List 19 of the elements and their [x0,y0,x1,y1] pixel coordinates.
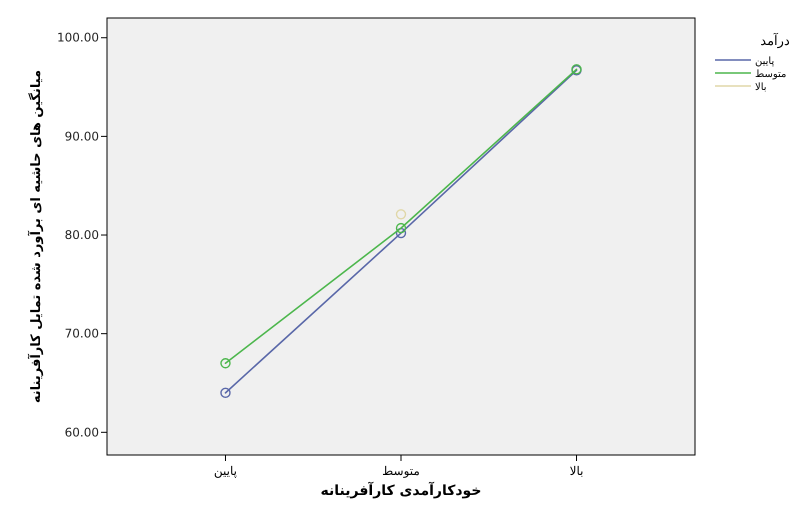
x-tick-label: متوسط [382,464,420,478]
x-tick-label: پایین [214,464,238,478]
legend-label: متوسط [755,69,786,80]
y-tick-label: 100.00 [57,30,99,45]
y-tick-label: 90.00 [64,129,99,144]
point [220,388,231,398]
point [396,228,406,238]
x-tick-label: بالا [570,464,584,478]
legend-title: درآمد [760,32,790,49]
legend-label: پایین [755,56,774,67]
point [396,222,406,234]
x-axis-title: خودکارآمدی کارآفرینانه [320,481,482,499]
y-tick-label: 80.00 [64,228,99,242]
y-tick-label: 60.00 [64,425,99,440]
y-tick-label: 70.00 [64,326,99,341]
point [396,209,406,220]
point [220,358,231,368]
y-axis-title: میانگین های حاشیه ای برآورد شده تمایل کارآفرینانه [27,70,44,404]
legend-label: بالا [755,82,767,93]
